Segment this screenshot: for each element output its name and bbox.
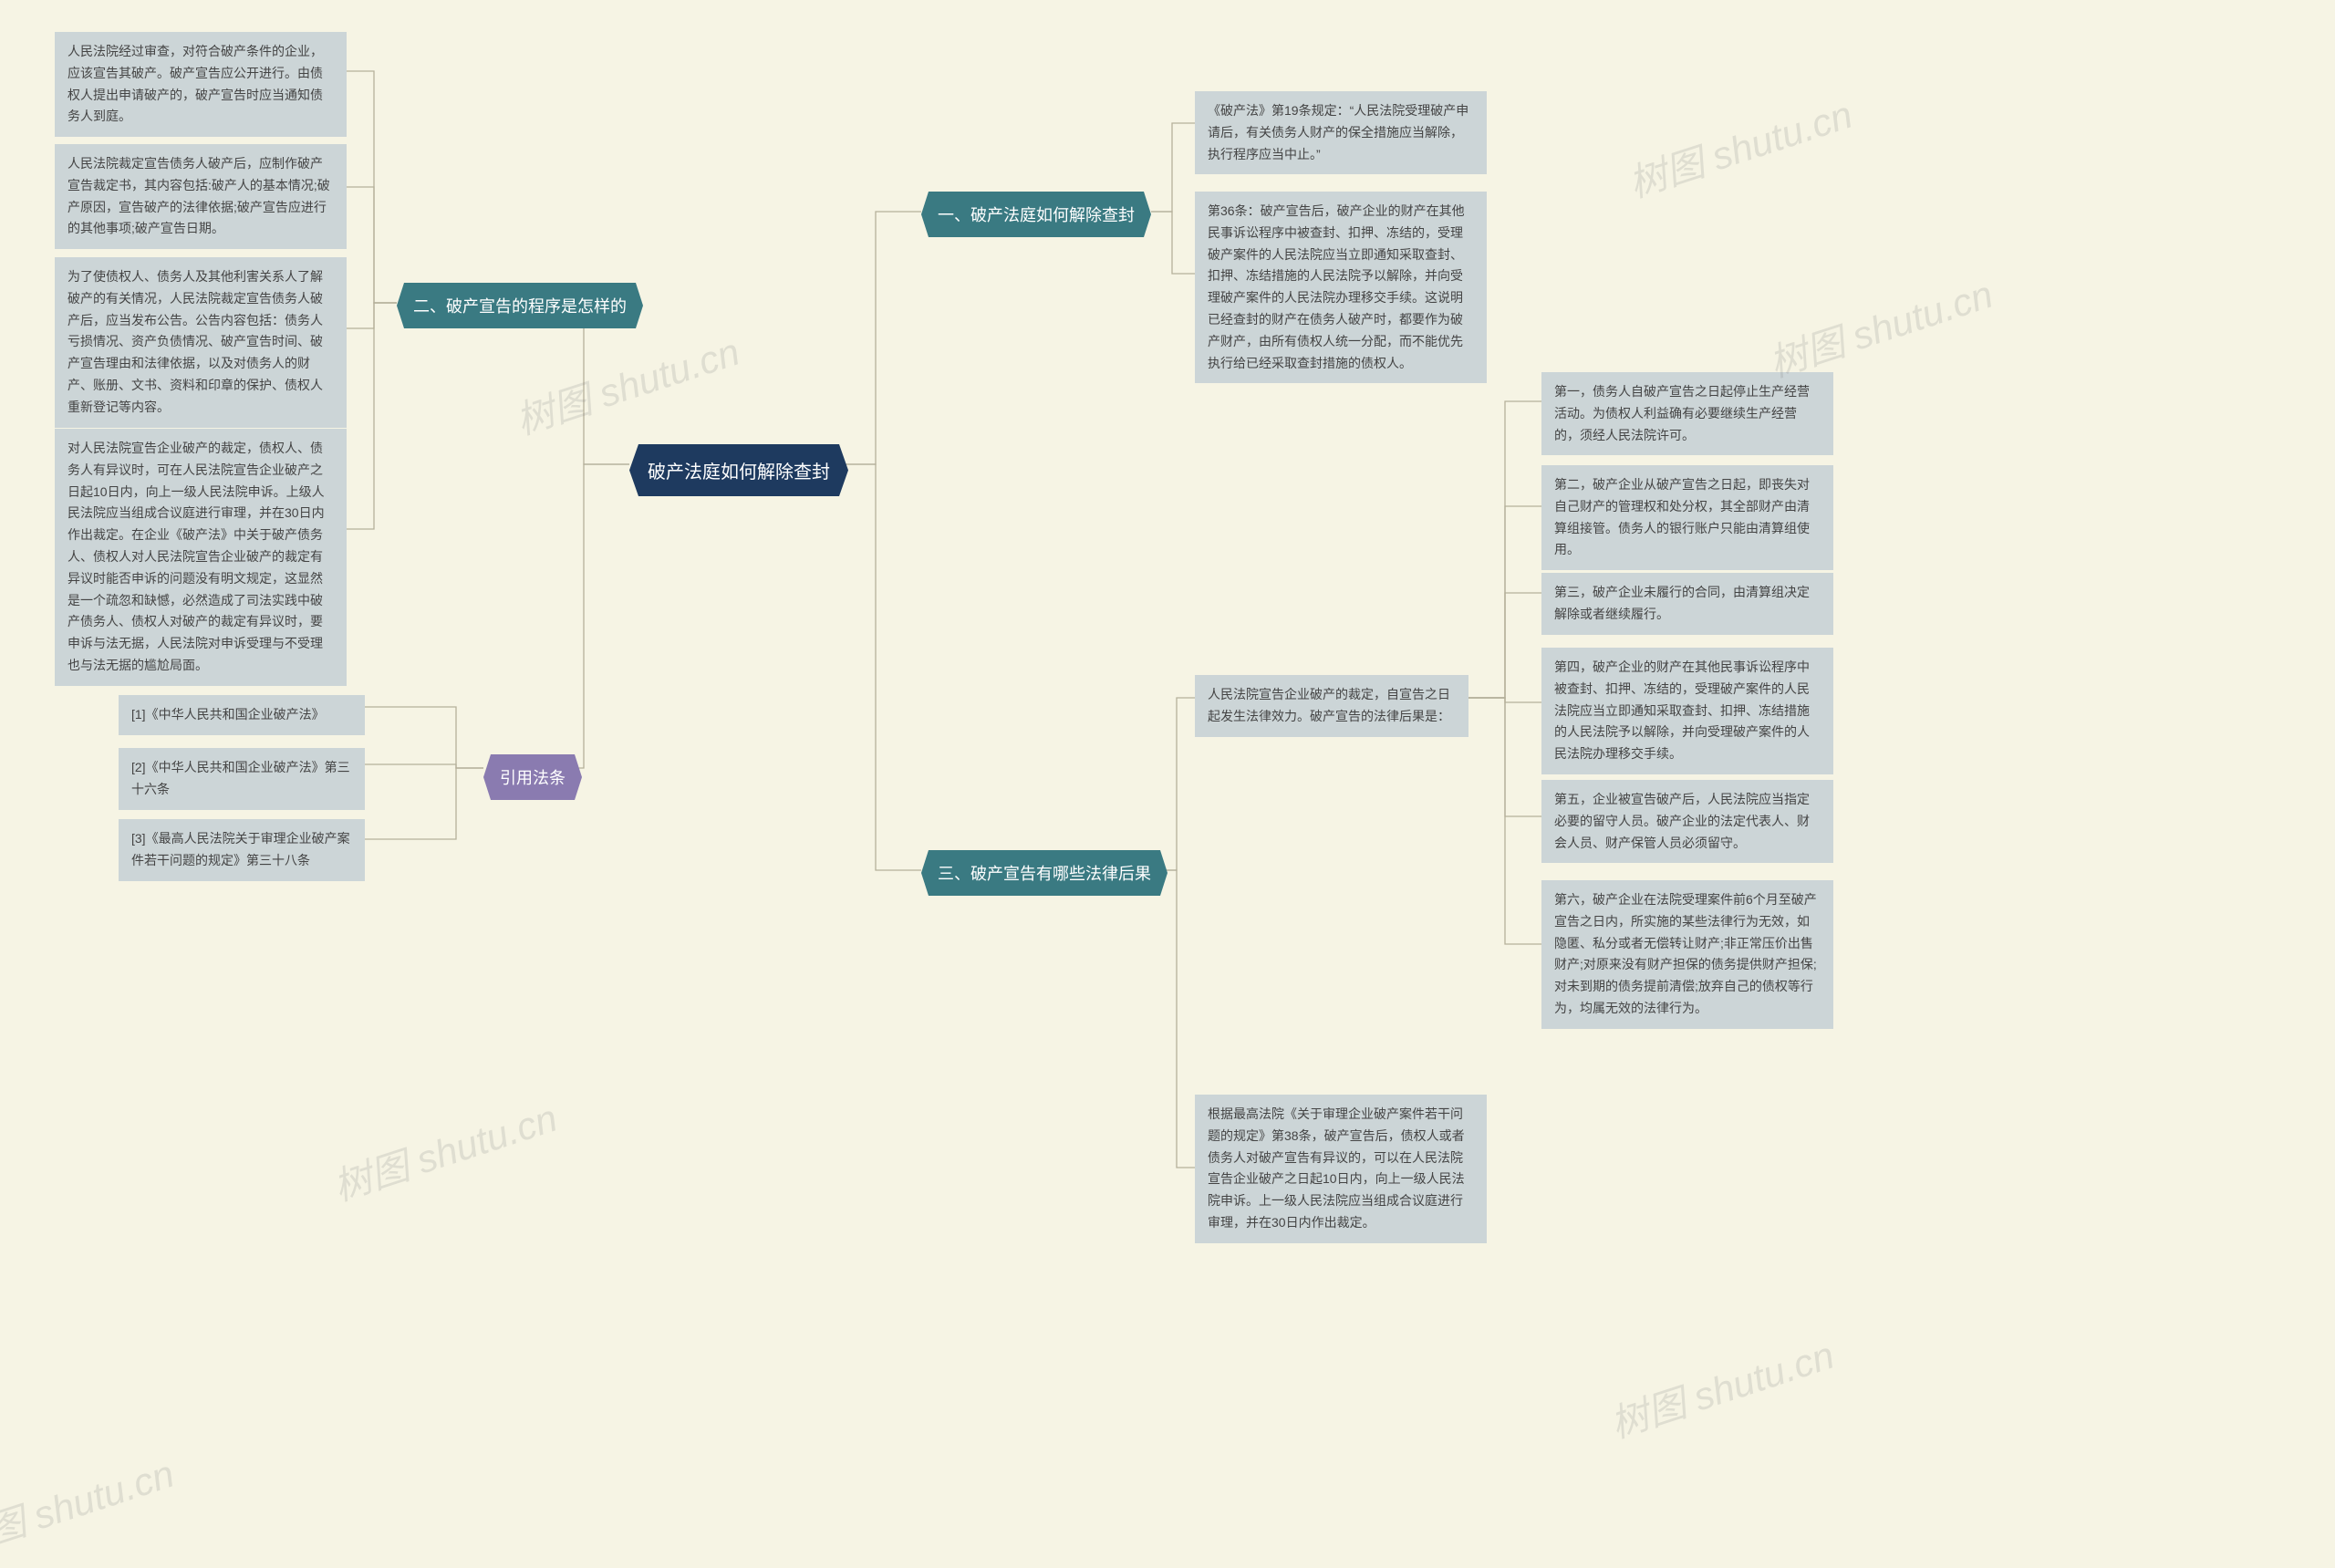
leaf-node: [3]《最高人民法院关于审理企业破产案件若干问题的规定》第三十八条 [119,819,365,881]
leaf-text: [2]《中华人民共和国企业破产法》第三十六条 [131,760,350,796]
leaf-text: [3]《最高人民法院关于审理企业破产案件若干问题的规定》第三十八条 [131,831,350,867]
leaf-text: 第五，企业被宣告破产后，人民法院应当指定必要的留守人员。破产企业的法定代表人、财… [1554,792,1810,850]
branch-legal-consequences[interactable]: 三、破产宣告有哪些法律后果 [921,850,1168,896]
leaf-text: 第一，债务人自破产宣告之日起停止生产经营活动。为债权人利益确有必要继续生产经营的… [1554,384,1810,442]
watermark-text: 树图 shutu.cn [0,1443,181,1568]
leaf-text: 第六，破产企业在法院受理案件前6个月至破产宣告之日内，所实施的某些法律行为无效，… [1554,892,1817,1015]
leaf-node: 为了使债权人、债务人及其他利害关系人了解破产的有关情况，人民法院裁定宣告债务人破… [55,257,347,428]
branch-label: 二、破产宣告的程序是怎样的 [413,297,627,316]
leaf-node: 对人民法院宣告企业破产的裁定，债权人、债务人有异议时，可在人民法院宣告企业破产之… [55,429,347,686]
watermark-text: 树图 shutu.cn [1761,264,1999,389]
leaf-node: 人民法院宣告企业破产的裁定，自宣告之日起发生法律效力。破产宣告的法律后果是： [1195,675,1468,737]
watermark-text: 树图 shutu.cn [1603,1324,1841,1449]
leaf-text: 为了使债权人、债务人及其他利害关系人了解破产的有关情况，人民法院裁定宣告债务人破… [67,269,323,414]
leaf-text: 人民法院经过审查，对符合破产条件的企业，应该宣告其破产。破产宣告应公开进行。由债… [67,44,323,123]
branch-procedure[interactable]: 二、破产宣告的程序是怎样的 [397,283,643,328]
leaf-text: 人民法院宣告企业破产的裁定，自宣告之日起发生法律效力。破产宣告的法律后果是： [1208,687,1450,723]
branch-references[interactable]: 引用法条 [483,754,582,800]
leaf-node: 第六，破产企业在法院受理案件前6个月至破产宣告之日内，所实施的某些法律行为无效，… [1541,880,1833,1029]
leaf-text: [1]《中华人民共和国企业破产法》 [131,707,325,722]
leaf-text: 第36条：破产宣告后，破产企业的财产在其他民事诉讼程序中被查封、扣押、冻结的，受… [1208,203,1465,370]
watermark-text: 树图 shutu.cn [1621,84,1859,209]
leaf-text: 第二，破产企业从破产宣告之日起，即丧失对自己财产的管理权和处分权，其全部财产由清… [1554,477,1810,556]
branch-label: 三、破产宣告有哪些法律后果 [938,865,1151,883]
leaf-node: 第二，破产企业从破产宣告之日起，即丧失对自己财产的管理权和处分权，其全部财产由清… [1541,465,1833,570]
leaf-node: 人民法院裁定宣告债务人破产后，应制作破产宣告裁定书，其内容包括:破产人的基本情况… [55,144,347,249]
branch-release-seal[interactable]: 一、破产法庭如何解除查封 [921,192,1151,237]
branch-label: 引用法条 [500,769,566,787]
leaf-text: 人民法院裁定宣告债务人破产后，应制作破产宣告裁定书，其内容包括:破产人的基本情况… [67,156,330,235]
leaf-text: 第四，破产企业的财产在其他民事诉讼程序中被查封、扣押、冻结的，受理破产案件的人民… [1554,659,1810,761]
leaf-node: 第三，破产企业未履行的合同，由清算组决定解除或者继续履行。 [1541,573,1833,635]
root-node[interactable]: 破产法庭如何解除查封 [629,444,848,496]
watermark-text: 树图 shutu.cn [326,1087,564,1212]
leaf-text: 《破产法》第19条规定：“人民法院受理破产申请后，有关债务人财产的保全措施应当解… [1208,103,1468,161]
leaf-text: 根据最高法院《关于审理企业破产案件若干问题的规定》第38条，破产宣告后，债权人或… [1208,1106,1465,1230]
leaf-text: 对人民法院宣告企业破产的裁定，债权人、债务人有异议时，可在人民法院宣告企业破产之… [67,441,325,672]
leaf-node: 第五，企业被宣告破产后，人民法院应当指定必要的留守人员。破产企业的法定代表人、财… [1541,780,1833,863]
root-label: 破产法庭如何解除查封 [648,462,830,483]
leaf-node: 第一，债务人自破产宣告之日起停止生产经营活动。为债权人利益确有必要继续生产经营的… [1541,372,1833,455]
leaf-text: 第三，破产企业未履行的合同，由清算组决定解除或者继续履行。 [1554,585,1810,621]
branch-label: 一、破产法庭如何解除查封 [938,206,1135,224]
leaf-node: [1]《中华人民共和国企业破产法》 [119,695,365,735]
leaf-node: 人民法院经过审查，对符合破产条件的企业，应该宣告其破产。破产宣告应公开进行。由债… [55,32,347,137]
leaf-node: 第四，破产企业的财产在其他民事诉讼程序中被查封、扣押、冻结的，受理破产案件的人民… [1541,648,1833,774]
leaf-node: [2]《中华人民共和国企业破产法》第三十六条 [119,748,365,810]
leaf-node: 第36条：破产宣告后，破产企业的财产在其他民事诉讼程序中被查封、扣押、冻结的，受… [1195,192,1487,383]
leaf-node: 《破产法》第19条规定：“人民法院受理破产申请后，有关债务人财产的保全措施应当解… [1195,91,1487,174]
leaf-node: 根据最高法院《关于审理企业破产案件若干问题的规定》第38条，破产宣告后，债权人或… [1195,1095,1487,1243]
watermark-text: 树图 shutu.cn [508,321,746,446]
